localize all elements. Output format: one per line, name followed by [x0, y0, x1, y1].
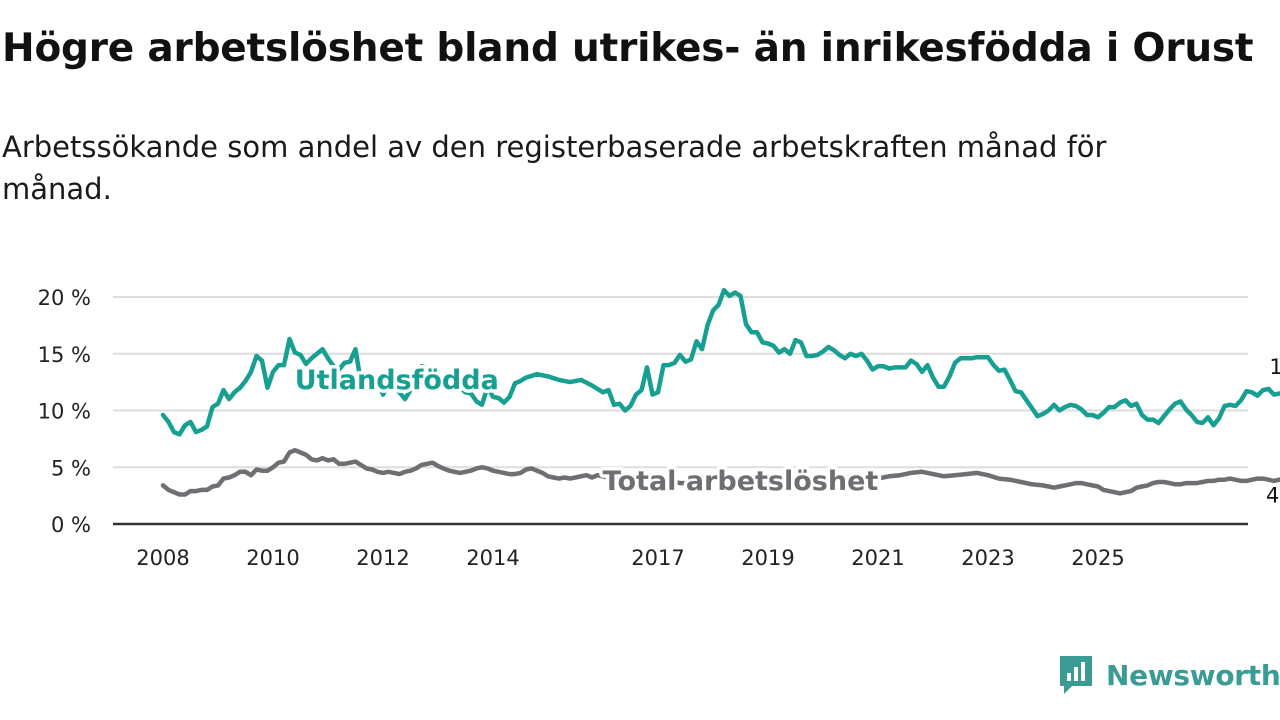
series-line-total-arbetsloshet: [160, 447, 1280, 497]
x-tick-label: 2014: [466, 546, 519, 570]
series-lines: [160, 287, 1280, 497]
end-value-label-total-arbetsloshet: 4,2 %: [1266, 483, 1280, 507]
newsworthy-logo-icon: [1060, 656, 1092, 694]
y-tick-label: 0 %: [51, 513, 91, 537]
x-tick-label: 2012: [356, 546, 409, 570]
newsworthy-brand[interactable]: Newsworthy: [1058, 654, 1280, 696]
series-line-utlandsfodda: [160, 287, 1280, 437]
y-axis-tick-labels: 0 % 5 % 10 % 15 % 20 %: [38, 286, 91, 537]
brand-name: Newsworthy: [1106, 658, 1280, 692]
chart-title: Högre arbetslöshet bland utrikes- än inr…: [2, 26, 1254, 71]
y-tick-label: 20 %: [38, 286, 91, 310]
x-axis-tick-labels: 2008 2010 2012 2014 2017 2019 2021 2023 2025: [136, 546, 1124, 570]
y-tick-label: 15 %: [38, 343, 91, 367]
series-annotations: Utlandsfödda 12 % Total arbetslöshet 4,2 %: [291, 352, 1280, 510]
chart-subtitle: Arbetssökande som andel av den registerb…: [2, 130, 1107, 206]
x-tick-label: 2017: [631, 546, 684, 570]
end-value-label-utlandsfodda: 12 %: [1269, 355, 1280, 379]
x-tick-label: 2019: [741, 546, 794, 570]
x-tick-label: 2025: [1071, 546, 1124, 570]
grid-lines: [113, 296, 1248, 469]
x-tick-label: 2010: [246, 546, 299, 570]
x-tick-label: 2008: [136, 546, 189, 570]
x-tick-label: 2023: [961, 546, 1014, 570]
y-tick-label: 5 %: [51, 456, 91, 480]
series-label-total-arbetsloshet: Total arbetslöshet: [603, 466, 879, 497]
y-tick-label: 10 %: [38, 400, 91, 424]
series-label-utlandsfodda: Utlandsfödda: [295, 365, 499, 396]
x-tick-label: 2021: [851, 546, 904, 570]
